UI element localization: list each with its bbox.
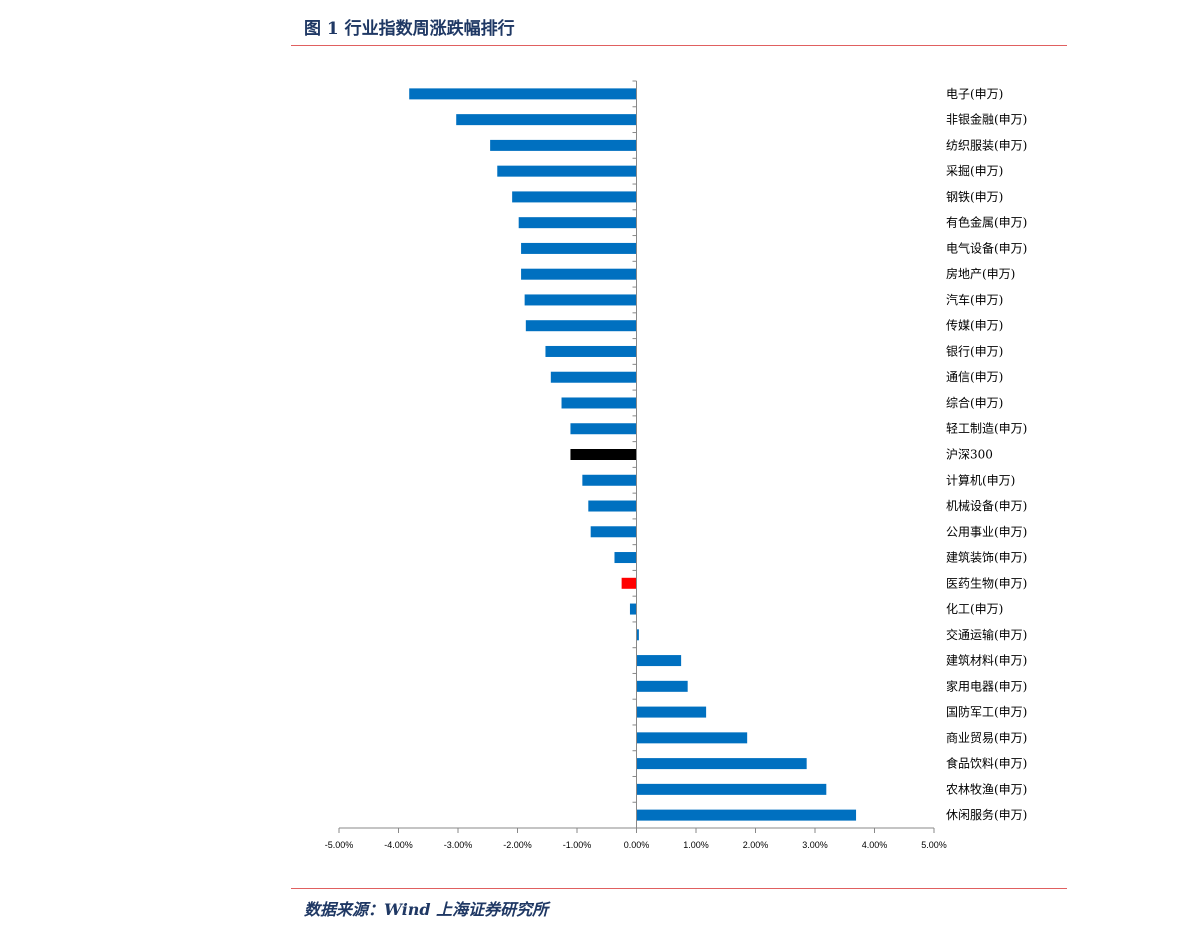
category-label: 家用电器(申万) [946, 678, 1027, 693]
category-label: 农林牧渔(申万) [946, 782, 1027, 796]
category-label: 医药生物(申万) [946, 576, 1027, 590]
category-label: 综合(申万) [946, 395, 1003, 410]
category-label: 商业贸易(申万) [946, 730, 1027, 745]
bar-18 [614, 552, 637, 564]
category-label: 轻工制造(申万) [946, 422, 1027, 436]
bar-19 [621, 577, 637, 589]
source-divider [291, 888, 1067, 889]
bar-16 [588, 500, 637, 512]
bar-3 [497, 165, 637, 177]
x-tick-label: 0.00% [624, 840, 650, 850]
category-label: 休闲服务(申万) [946, 807, 1027, 822]
bar-28 [636, 809, 857, 821]
bar-17 [590, 526, 637, 538]
category-label: 房地产(申万) [946, 266, 1015, 281]
bar-21 [636, 629, 639, 641]
figure-title: 图 1 行业指数周涨跌幅排行 [304, 19, 515, 39]
x-tick-label: 2.00% [743, 840, 769, 850]
category-label: 纺织服装(申万) [946, 138, 1027, 152]
x-tick-label: 1.00% [683, 840, 709, 850]
bar-0 [409, 88, 637, 100]
bar-14 [570, 449, 637, 460]
x-tick-label: -4.00% [384, 840, 413, 850]
bar-22 [636, 655, 682, 667]
bar-15 [582, 474, 637, 486]
bar-4 [512, 191, 637, 203]
x-tick-label: 5.00% [921, 840, 947, 850]
category-label: 通信(申万) [946, 370, 1003, 384]
bar-12 [561, 397, 637, 409]
category-label: 计算机(申万) [946, 472, 1015, 487]
category-label: 交通运输(申万) [946, 627, 1027, 642]
bar-6 [521, 242, 637, 254]
category-label: 银行(申万) [946, 344, 1003, 358]
x-tick-label: -3.00% [444, 840, 473, 850]
bar-10 [545, 345, 637, 357]
category-label: 钢铁(申万) [946, 190, 1003, 204]
bar-1 [456, 114, 637, 126]
x-tick-label: -2.00% [503, 840, 532, 850]
bar-26 [636, 758, 807, 770]
bar-8 [524, 294, 637, 306]
data-source: 数据来源：Wind 上海证券研究所 [304, 900, 549, 919]
category-label: 食品饮料(申万) [946, 756, 1027, 771]
category-label: 沪深300 [946, 448, 993, 462]
category-label: 有色金属(申万) [946, 215, 1027, 230]
x-tick-label: 3.00% [802, 840, 828, 850]
category-label: 化工(申万) [946, 602, 1003, 616]
bar-25 [636, 732, 748, 744]
bar-2 [490, 139, 637, 151]
bar-24 [636, 706, 707, 718]
category-label: 建筑装饰(申万) [946, 550, 1027, 565]
category-label: 传媒(申万) [946, 318, 1003, 333]
category-label: 非银金融(申万) [946, 112, 1027, 127]
bar-5 [518, 217, 637, 229]
bar-7 [521, 268, 637, 280]
x-tick-label: -1.00% [563, 840, 592, 850]
bar-23 [636, 680, 688, 692]
x-tick-label: 4.00% [862, 840, 888, 850]
category-label: 机械设备(申万) [946, 498, 1027, 513]
category-label: 国防军工(申万) [946, 704, 1027, 719]
bar-11 [550, 371, 637, 383]
bar-20 [629, 603, 637, 615]
category-label: 建筑材料(申万) [946, 653, 1027, 668]
title-divider [291, 45, 1067, 46]
x-tick-label: -5.00% [325, 840, 354, 850]
category-label: 电气设备(申万) [946, 240, 1027, 255]
bar-9 [525, 320, 637, 332]
category-label: 采掘(申万) [946, 163, 1003, 178]
category-label: 公用事业(申万) [946, 525, 1027, 539]
category-label: 电子(申万) [946, 87, 1003, 101]
category-label: 汽车(申万) [946, 292, 1003, 307]
bar-27 [636, 783, 827, 795]
bar-13 [570, 423, 637, 435]
